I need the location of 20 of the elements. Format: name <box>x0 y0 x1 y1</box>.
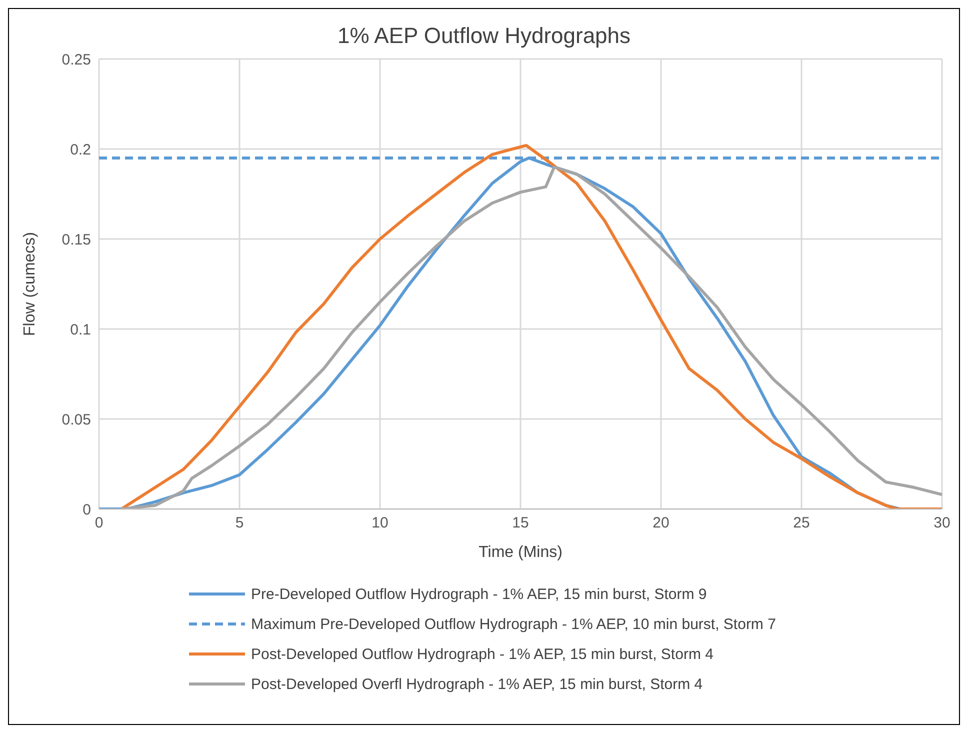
chart-title: 1% AEP Outflow Hydrographs <box>336 23 632 49</box>
x-tick-label: 0 <box>94 514 104 532</box>
x-tick-label: 15 <box>512 514 529 532</box>
y-tick-label: 0.15 <box>62 231 91 248</box>
x-tick-label: 30 <box>934 514 950 532</box>
y-tick-label: 0.1 <box>70 321 91 338</box>
legend-label: Pre-Developed Outflow Hydrograph - 1% AEP, 15 min burst, Storm 9 <box>251 586 707 602</box>
x-tick-label: 5 <box>235 514 244 532</box>
legend-label: Maximum Pre-Developed Outflow Hydrograph - 1% AEP, 10 min burst, Storm 7 <box>251 616 776 632</box>
y-tick-label: 0 <box>82 501 91 518</box>
x-axis-title: Time (Mins) <box>478 544 562 561</box>
y-tick-label: 0.25 <box>62 51 91 68</box>
y-tick-label: 0.05 <box>62 411 91 428</box>
legend-label: Post-Developed Outflow Hydrograph - 1% AEP, 15 min burst, Storm 4 <box>251 646 714 662</box>
y-axis-title: Flow (cumecs) <box>22 232 39 336</box>
x-tick-label: 10 <box>372 514 388 532</box>
x-tick-label: 20 <box>652 514 670 532</box>
x-tick-label: 25 <box>793 514 810 532</box>
legend-label: Post-Developed Overfl Hydrograph - 1% AEP, 15 min burst, Storm 4 <box>251 676 703 692</box>
y-tick-label: 0.2 <box>70 141 91 158</box>
